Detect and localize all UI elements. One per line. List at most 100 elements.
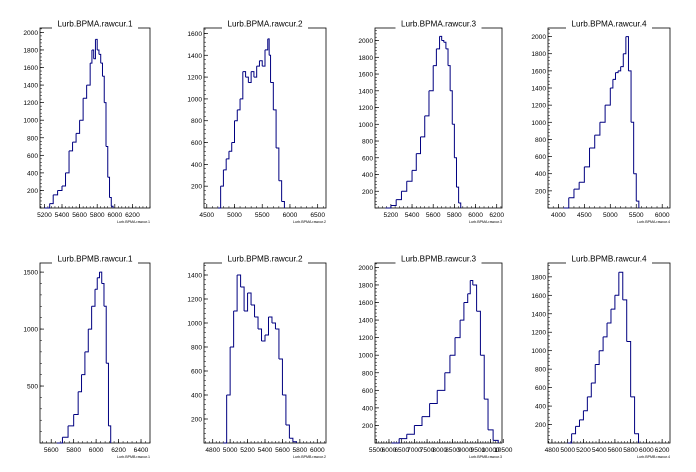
histogram-bin: [599, 336, 604, 352]
y-tick-label: 1800: [531, 51, 546, 58]
histogram-bin: [106, 362, 109, 426]
y-tick-label: 1600: [358, 300, 373, 307]
histogram-bin: [444, 355, 451, 374]
x-tick-label: 5800: [293, 447, 308, 454]
histogram-bin: [567, 433, 573, 444]
y-tick-label: 1400: [531, 86, 546, 93]
title-box: [222, 251, 308, 266]
x-tick-label: 6000: [283, 212, 298, 219]
histogram-bin: [391, 438, 400, 444]
histogram-bin: [618, 66, 622, 72]
histogram-bin: [237, 274, 242, 287]
histogram-bin: [226, 347, 231, 396]
histogram-bin: [630, 396, 636, 434]
histogram-bin: [568, 189, 575, 199]
y-tick-label: 600: [191, 140, 202, 147]
panel-title: Lurb.BPMB.rawcur.2: [227, 255, 303, 264]
x-tick-label: 9500: [471, 447, 486, 454]
histogram-bin: [78, 374, 83, 393]
histogram-bin: [414, 416, 423, 426]
histogram-bin: [625, 36, 629, 71]
y-tick-label: 200: [27, 188, 38, 195]
y-tick-label: 200: [535, 188, 546, 195]
histogram-bin: [406, 170, 413, 182]
histogram-bin: [44, 203, 51, 209]
x-tick-label: 5500: [255, 212, 270, 219]
histogram-bin: [439, 35, 443, 41]
histogram-bin: [247, 292, 252, 305]
histogram-bin: [292, 441, 297, 443]
histogram-bin: [622, 299, 628, 342]
panel-title: Lurb.BPMB.rawcur.4: [571, 255, 647, 264]
histogram-bin: [634, 433, 640, 443]
x-tick-label: 5600: [426, 212, 441, 219]
histogram-bin: [493, 439, 499, 443]
y-tick-label: 2000: [23, 30, 38, 37]
histogram-bin: [95, 38, 98, 50]
histogram-panel: Lurb.BPMA.rawcur.1 200 400 600 800 1000 1200 14…: [23, 16, 151, 224]
histogram-bin: [390, 199, 397, 206]
x-tick-label: 6400: [134, 447, 149, 454]
histogram-bin: [62, 425, 69, 438]
panel-title: Lurb.BPMA.rawcur.4: [571, 20, 647, 29]
histogram-bin: [253, 66, 258, 78]
histogram-bin: [488, 429, 494, 441]
histogram-bin: [91, 289, 96, 307]
y-tick-label: 1600: [23, 65, 38, 72]
y-tick-label: 600: [535, 154, 546, 161]
x-tick-label: 6000: [382, 447, 397, 454]
y-tick-label: 200: [362, 189, 373, 196]
panel-title: Lurb.BPMB.rawcur.1: [57, 255, 133, 264]
histogram-bin: [579, 410, 584, 421]
x-tick-label: 5600: [275, 447, 290, 454]
histogram-bin: [111, 205, 114, 208]
y-tick-label: 1000: [23, 118, 38, 125]
x-tick-label: 5400: [55, 212, 70, 219]
histogram-bin: [436, 36, 441, 50]
histogram-bin: [271, 322, 276, 329]
x-axis-label: Lurb.BPMB.rawcur.2: [293, 455, 326, 459]
histogram-bin: [620, 53, 624, 68]
histogram-bin: [240, 71, 244, 100]
histogram-bin: [86, 63, 91, 86]
histogram-bin: [467, 280, 471, 295]
plot-frame: [203, 262, 327, 444]
histogram-bin: [267, 38, 270, 56]
y-tick-label: 1200: [187, 75, 202, 82]
y-tick-label: 800: [535, 367, 546, 374]
histogram-bin: [456, 186, 460, 203]
histogram-bin: [458, 202, 462, 208]
y-tick-label: 1800: [358, 282, 373, 289]
y-tick-label: 1200: [358, 105, 373, 112]
y-tick-label: 400: [27, 170, 38, 177]
histogram-bin: [104, 102, 107, 147]
x-tick-label: 6000: [310, 447, 325, 454]
x-tick-label: 6200: [655, 447, 670, 454]
histogram-bin: [93, 39, 96, 60]
histogram-panel: Lurb.BPMA.rawcur.2 200 400 600 800 1000 1200 14…: [187, 16, 327, 224]
x-axis-label: Lurb.BPMA.rawcur.1: [117, 220, 150, 224]
histogram-bin: [251, 71, 255, 78]
y-tick-label: 1000: [358, 122, 373, 129]
y-tick-label: 1600: [531, 68, 546, 75]
y-tick-label: 400: [362, 405, 373, 412]
title-box: [566, 251, 652, 266]
y-tick-label: 1800: [531, 274, 546, 281]
histogram-bin: [220, 169, 224, 187]
x-tick-label: 5000: [227, 212, 242, 219]
histogram-bin: [443, 41, 447, 49]
histogram-bin: [454, 157, 457, 188]
y-tick-label: 1000: [23, 327, 38, 334]
histogram-bin: [605, 88, 611, 106]
histogram-bin: [450, 90, 453, 125]
histogram-bin: [594, 122, 601, 136]
y-tick-label: 800: [191, 345, 202, 352]
x-tick-label: 9000: [458, 447, 473, 454]
y-tick-label: 1000: [531, 120, 546, 127]
title-box: [222, 16, 308, 31]
histogram-bin: [90, 49, 93, 64]
x-axis-label: Lurb.BPMB.rawcur.4: [637, 455, 670, 459]
histogram-bin: [607, 309, 612, 324]
histogram-bin: [470, 280, 474, 285]
histogram-panel: Lurb.BPMB.rawcur.4 200 400 600 800 1000 1200 14…: [531, 251, 671, 459]
